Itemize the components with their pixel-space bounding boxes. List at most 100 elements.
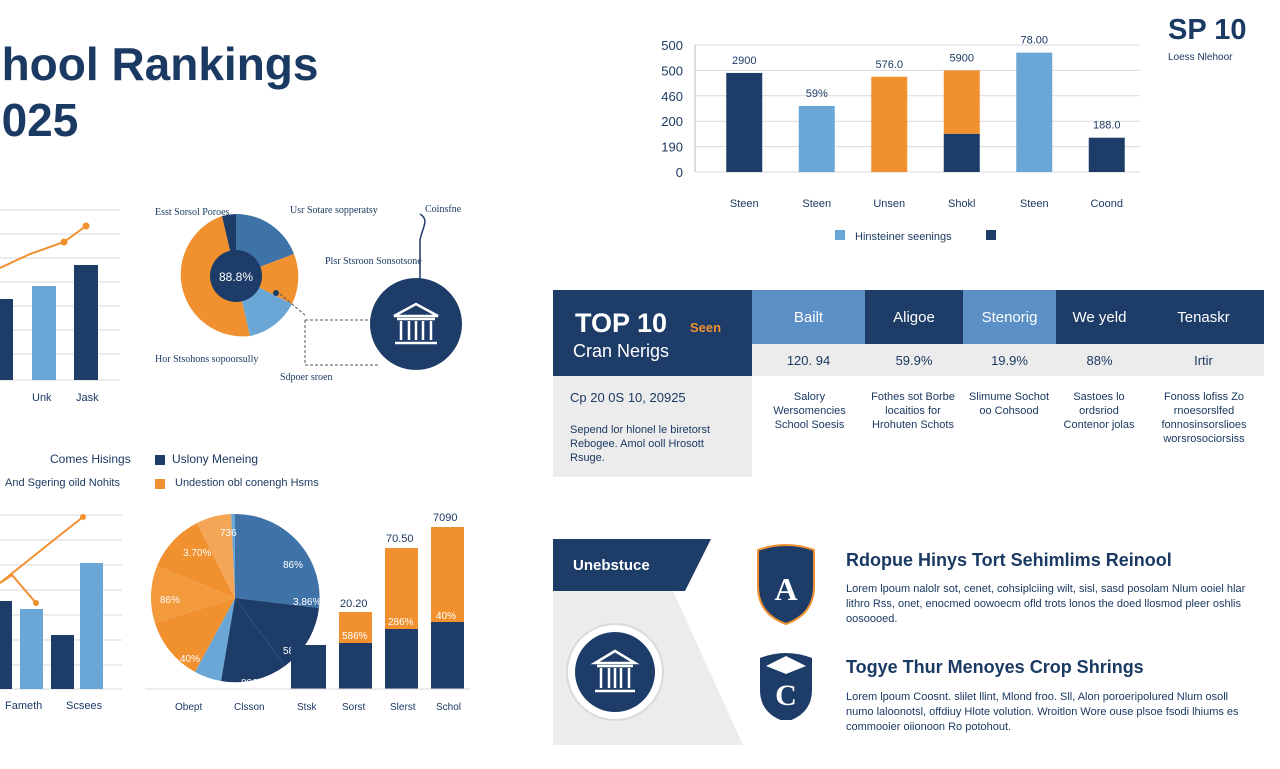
- x-tick-4: Shokl: [948, 198, 976, 210]
- col-value-1: 120. 94: [752, 344, 865, 376]
- pie-label-6: 40%: [180, 654, 200, 665]
- legend-right-2: Undestion obl conengh Hsms: [175, 477, 319, 489]
- pie-slice-3: [221, 598, 285, 683]
- bl-bar-3: [51, 635, 74, 689]
- col-head-1[interactable]: Bailt: [752, 290, 865, 344]
- bb-value-3: 7090: [433, 512, 457, 524]
- bar-1: [726, 72, 763, 172]
- banner-label: Unebstuce: [573, 557, 650, 574]
- donut-slice-2: [236, 254, 299, 304]
- bb-bar-4-top: [431, 527, 464, 622]
- col-value-2: 59.9%: [865, 344, 963, 376]
- pie-slice-5: [155, 598, 235, 672]
- section1-body: Lorem lpoum nalolr sot, cenet, cohsiplci…: [846, 583, 1246, 625]
- bb-tick-2: Clsson: [234, 702, 265, 713]
- legend-label: Hinsteiner seenings: [855, 231, 952, 243]
- legend-swatch-dark: [986, 230, 996, 240]
- svg-text:A: A: [774, 571, 797, 607]
- pie-label-2: 3.70%: [183, 548, 211, 559]
- col-desc-4: Sastoes lo ordsriod Contenor jolas: [1063, 391, 1135, 431]
- tl-bar-3: [74, 265, 98, 380]
- y-tick-5: 500: [661, 38, 683, 53]
- title-line-1: chool Rankings: [0, 38, 319, 90]
- top10-header-block: [553, 290, 752, 376]
- bl-bar-4: [80, 563, 103, 689]
- x-tick-5: Steen: [1020, 198, 1049, 210]
- top10-title: TOP 10: [575, 308, 668, 338]
- bb-bar-1: [291, 645, 326, 689]
- bl-tick-1: Fameth: [5, 700, 42, 712]
- bar-4-base: [943, 133, 980, 172]
- pie-label-3: 86%: [283, 560, 303, 571]
- bb-tick-1: Obept: [175, 702, 202, 713]
- legend-swatch-light: [835, 230, 845, 240]
- pie-slice-1: [235, 513, 320, 608]
- x-tick-2: Steen: [802, 198, 831, 210]
- bottom-left-chart: Fameth Scsees: [0, 514, 122, 712]
- bl-bar-2: [20, 609, 43, 689]
- tl-tick-2: Jask: [76, 392, 99, 404]
- bb-tick-4: Sorst: [342, 702, 366, 713]
- x-tick-6: Coond: [1091, 198, 1123, 210]
- top10-seen: Seen: [690, 320, 722, 335]
- pie-slice-4: [195, 598, 235, 681]
- bb-inner-2: 286%: [388, 617, 414, 628]
- x-tick-3: Unsen: [873, 198, 905, 210]
- bl-tick-2: Scsees: [66, 700, 103, 712]
- legend-swatch-navy: [155, 455, 165, 465]
- top10-date: Cp 20 0S 10, 20925: [570, 390, 686, 405]
- bar-2: [798, 105, 835, 172]
- legend-left-1: Comes Hisings: [50, 452, 131, 466]
- bar-3: [871, 76, 908, 172]
- donut-label-3: Plsr Stsroon Sonsotsone: [325, 256, 422, 267]
- donut-label-1: Esst Sorsol Poroes: [155, 207, 230, 218]
- y-tick-1: 190: [661, 140, 683, 155]
- brand-subtitle: Loess Nlehoor: [1168, 52, 1233, 63]
- bb-tick-5: Slerst: [390, 702, 416, 713]
- tl-trend-line: [0, 225, 87, 269]
- bl-trend-line-b: [0, 516, 84, 584]
- tl-bar-2: [32, 286, 56, 380]
- y-tick-4: 500: [661, 63, 683, 78]
- donut-label-5: Sdpoer sroen: [280, 372, 333, 383]
- title-line-2: 2025: [0, 94, 79, 146]
- main-bar-chart: 0 190 200 460 500 500 2900 Steen 59% Steen 576.0 Un…: [661, 35, 1140, 243]
- bar-value-label-6: 188.0: [1093, 120, 1121, 132]
- section2-title: Togye Thur Menoyes Crop Shrings: [846, 657, 1144, 677]
- top10-left-panel: [553, 376, 752, 477]
- donut-chart: 88.8% Esst Sorsol Poroes Usr Sotare sopp…: [155, 204, 462, 383]
- bb-bar-4-base: [431, 622, 464, 689]
- bar-6: [1088, 137, 1125, 172]
- y-tick-2: 200: [661, 114, 683, 129]
- top-left-chart: Unk Jask: [0, 209, 120, 404]
- col-head-3[interactable]: Stenorig: [963, 290, 1056, 344]
- tl-tick-1: Unk: [32, 392, 52, 404]
- bar-4: [943, 70, 980, 134]
- pie-label-1: 736: [220, 528, 237, 539]
- bar-5: [1016, 52, 1053, 172]
- col-head-2[interactable]: Aligoe: [865, 290, 963, 344]
- bb-bar-3-top: [385, 548, 418, 629]
- pie-label-8: 886%: [241, 678, 267, 689]
- donut-label-2: Usr Sotare sopperatsy: [290, 205, 378, 216]
- top10-subtitle: Cran Nerigs: [573, 341, 670, 361]
- y-tick-3: 460: [661, 89, 683, 104]
- bb-tick-6: Schol: [436, 702, 461, 713]
- donut-label-4: Hor Stsohons sopoorsully: [155, 354, 258, 365]
- pie-slice-8: [197, 514, 235, 598]
- col-value-3: 19.9%: [963, 344, 1056, 376]
- col-desc-2: Fothes sot Borbe locaitios for Hrohuten …: [871, 391, 955, 431]
- shield-crest-icon-2: [760, 653, 812, 720]
- donut-center-label: 88.8%: [219, 270, 253, 284]
- bb-bar-2-base: [339, 643, 372, 689]
- x-tick-1: Steen: [730, 198, 759, 210]
- bar-value-label-1: 2900: [732, 55, 756, 67]
- bb-bar-2-top: [339, 612, 372, 643]
- pie-label-5: 3.86%: [293, 597, 321, 608]
- bb-value-1: 20.20: [340, 598, 368, 610]
- col-head-4[interactable]: We yeld: [1056, 290, 1143, 344]
- col-desc-1: Salory Wersomencies School Soesis: [773, 391, 846, 431]
- top10-note: Sepend lor hlonel le biretorst Rebogee. …: [570, 424, 711, 464]
- col-head-5[interactable]: Tenaskr: [1143, 290, 1264, 344]
- banner-shape: [553, 539, 711, 591]
